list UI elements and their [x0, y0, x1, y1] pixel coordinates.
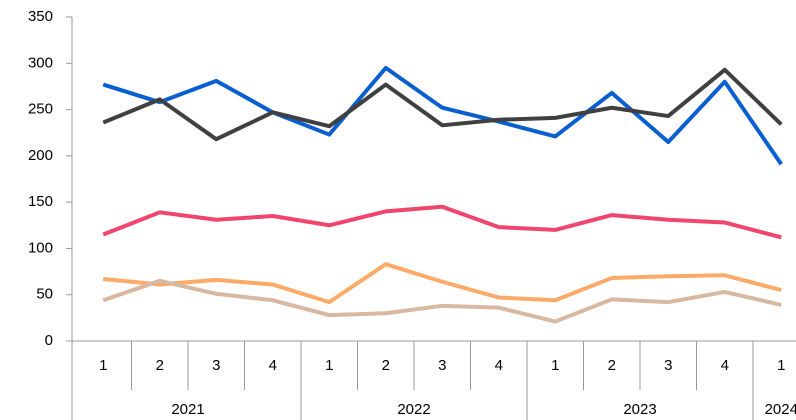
x-tick-label: 4 [495, 357, 503, 374]
x-tick-label: 1 [99, 357, 107, 374]
y-tick-label: 350 [28, 8, 53, 25]
x-tick-label: 3 [664, 357, 672, 374]
group-label: 2021 [171, 401, 204, 418]
series-line [102, 65, 783, 166]
y-tick-label: 100 [28, 239, 53, 256]
y-tick-label: 200 [28, 147, 53, 164]
series-line [102, 278, 782, 324]
group-label: 2024 [765, 401, 796, 418]
group-label: 2022 [397, 401, 430, 418]
x-tick-label: 2 [382, 357, 390, 374]
y-tick-label: 300 [28, 54, 53, 71]
x-tick-label: 2 [608, 357, 616, 374]
x-tick-label: 1 [551, 357, 559, 374]
x-tick-label: 4 [721, 357, 729, 374]
group-label: 2023 [623, 401, 656, 418]
series-line [102, 67, 783, 142]
series-line [103, 262, 782, 305]
x-tick-label: 2 [156, 357, 164, 374]
x-tick-label: 1 [325, 357, 333, 374]
x-tick-label: 3 [438, 357, 446, 374]
y-tick-label: 250 [28, 101, 53, 118]
x-tick-label: 1 [777, 357, 785, 374]
x-tick-label: 4 [269, 357, 277, 374]
y-tick-label: 0 [45, 332, 53, 349]
y-tick-label: 50 [36, 286, 53, 303]
series-line [102, 204, 782, 240]
x-tick-label: 3 [212, 357, 220, 374]
y-tick-label: 150 [28, 193, 53, 210]
